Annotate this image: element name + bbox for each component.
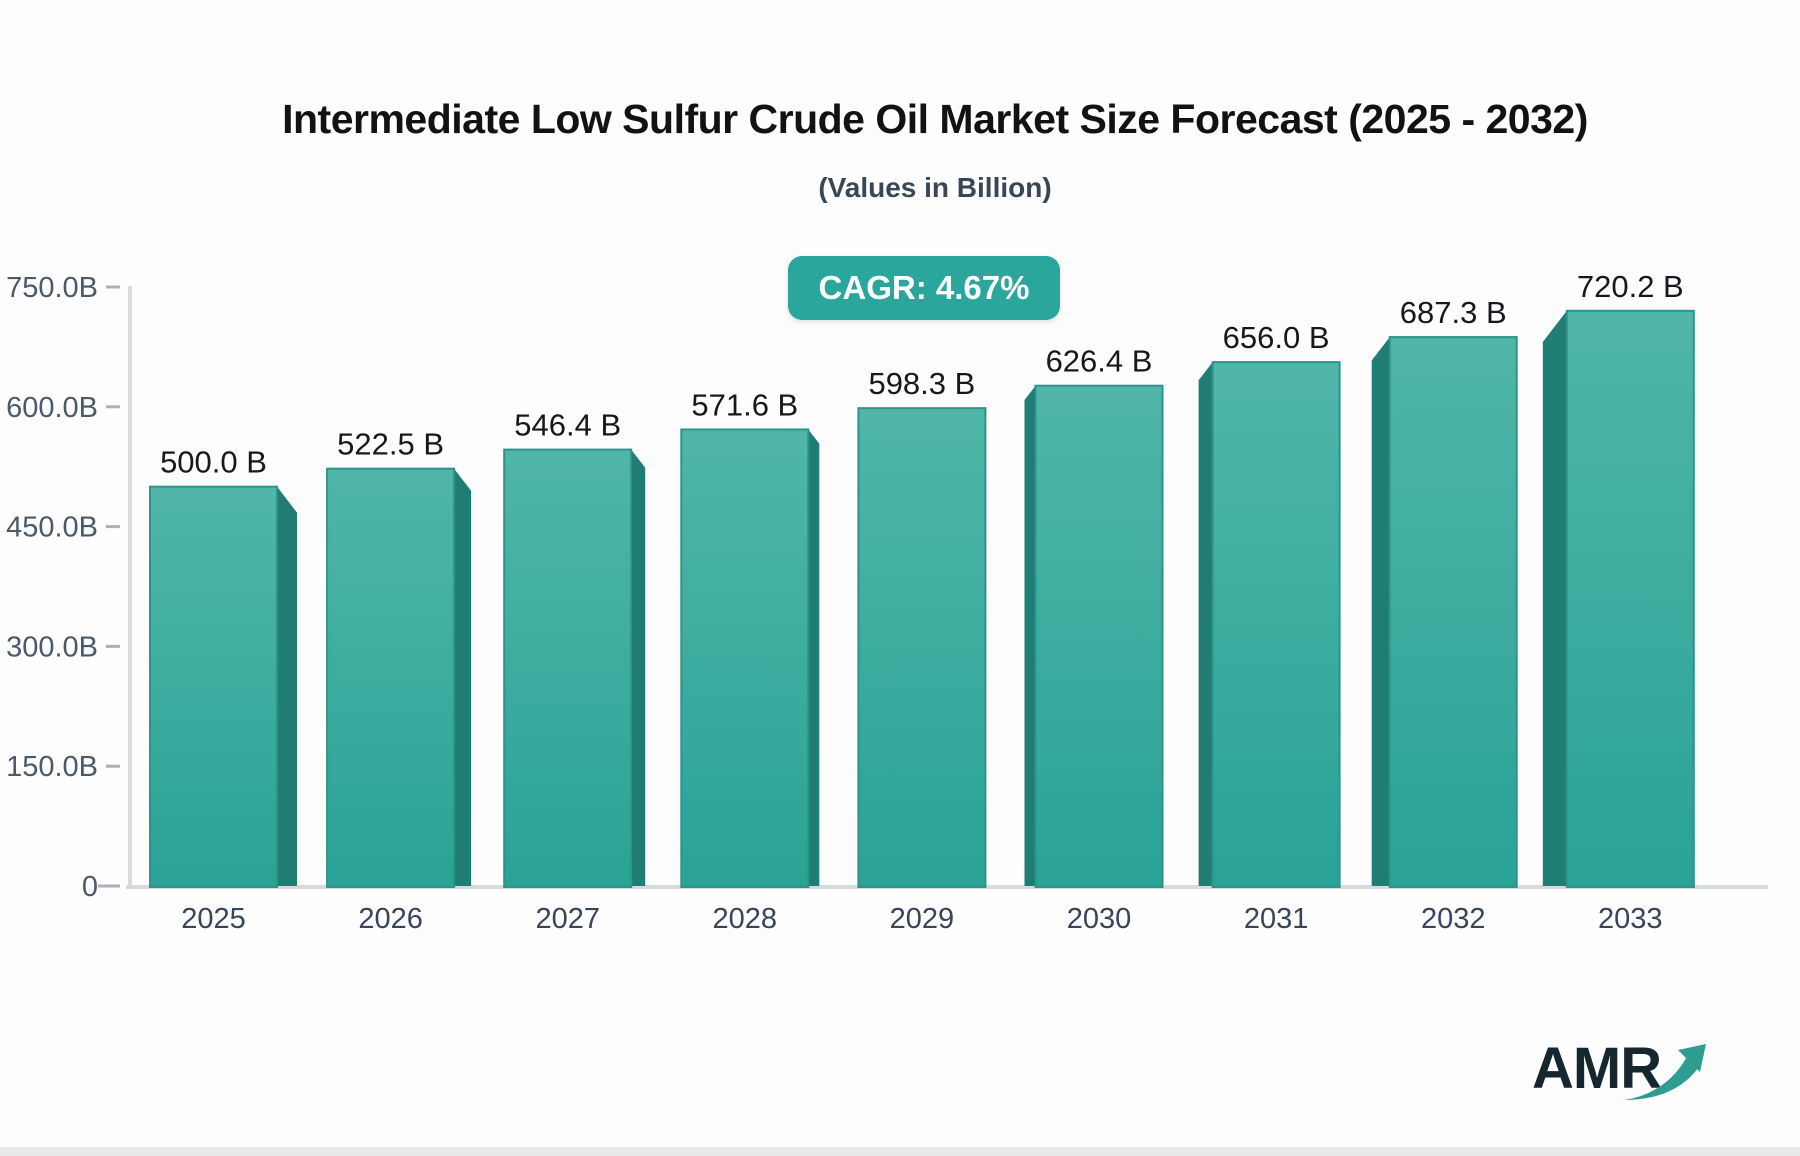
bar-front-face (857, 407, 987, 888)
y-tick (106, 285, 120, 289)
bar-group-2025 (149, 485, 297, 888)
y-tick (98, 884, 120, 888)
bar-value-label: 500.0 B (160, 445, 267, 480)
amr-logo: AMR (1532, 1036, 1706, 1101)
bar-side-face (808, 429, 820, 886)
bar-group-2028 (680, 428, 820, 888)
bar-side-face (1542, 310, 1567, 886)
y-tick (106, 644, 120, 648)
bar-front-face (326, 467, 456, 888)
cagr-badge-label: CAGR: 4.67% (818, 269, 1030, 306)
bar-side-face (631, 449, 646, 886)
y-tick (106, 405, 120, 409)
chart-labels: 0 150.0B 300.0B 450.0B 600.0B 750.0B 500.0 B 20… (6, 269, 1684, 935)
y-tick-label: 600.0B (6, 392, 98, 424)
bar-front-face (1211, 361, 1341, 889)
bar-value-label: 656.0 B (1223, 320, 1330, 355)
bars (149, 309, 1695, 889)
bar-value-label: 571.6 B (691, 387, 798, 422)
bar-group-2032 (1371, 336, 1518, 888)
bar-front-face (1565, 309, 1695, 888)
bar-front-face (680, 428, 810, 888)
bar-value-label: 626.4 B (1046, 344, 1153, 379)
bar-value-label: 522.5 B (337, 427, 444, 462)
y-tick-label: 450.0B (6, 512, 98, 544)
bar-group-2027 (503, 448, 646, 888)
year-label: 2030 (1067, 903, 1132, 935)
bar-front-face (1388, 336, 1518, 888)
year-label: 2026 (358, 903, 423, 935)
y-tick-label: 750.0B (6, 272, 98, 304)
chart-title: Intermediate Low Sulfur Crude Oil Market… (282, 96, 1588, 142)
bar-front-face (1034, 384, 1164, 888)
year-label: 2027 (535, 903, 600, 935)
year-label: 2028 (713, 903, 778, 935)
bar-value-label: 546.4 B (514, 408, 621, 443)
cagr-badge: CAGR: 4.67% (788, 256, 1060, 320)
year-label: 2032 (1421, 903, 1486, 935)
year-label: 2031 (1244, 903, 1309, 935)
bar-side-face (1198, 362, 1213, 886)
bar-value-label: 598.3 B (868, 366, 975, 401)
year-label: 2033 (1598, 903, 1663, 935)
y-tick (106, 525, 120, 529)
bar-value-label: 687.3 B (1400, 295, 1507, 330)
footer-strip (0, 1147, 1800, 1156)
y-tick (106, 764, 120, 768)
bar-group-2026 (326, 467, 472, 888)
bar-group-2030 (1024, 384, 1164, 888)
chart-subtitle: (Values in Billion) (818, 172, 1052, 203)
bar-front-face (149, 485, 278, 888)
amr-logo-arrow-swoosh (1624, 1058, 1698, 1100)
bar-group-2029 (857, 407, 987, 888)
y-tick-label: 0 (82, 871, 98, 903)
y-tick-label: 300.0B (6, 631, 98, 663)
bar-side-face (277, 486, 297, 886)
y-tick-label: 150.0B (6, 751, 98, 783)
amr-logo-text: AMR (1532, 1036, 1661, 1101)
amr-logo-arrow-head (1678, 1044, 1706, 1072)
bar-side-face (1371, 337, 1390, 886)
bar-group-2031 (1198, 361, 1341, 889)
year-label: 2029 (890, 903, 955, 935)
bar-front-face (503, 448, 633, 888)
year-label: 2025 (181, 903, 246, 935)
bar-group-2033 (1542, 309, 1695, 888)
bar-side-face (454, 468, 472, 886)
bar-value-label: 720.2 B (1577, 269, 1684, 304)
bar-side-face (1024, 385, 1036, 886)
y-axis-line (128, 286, 132, 888)
